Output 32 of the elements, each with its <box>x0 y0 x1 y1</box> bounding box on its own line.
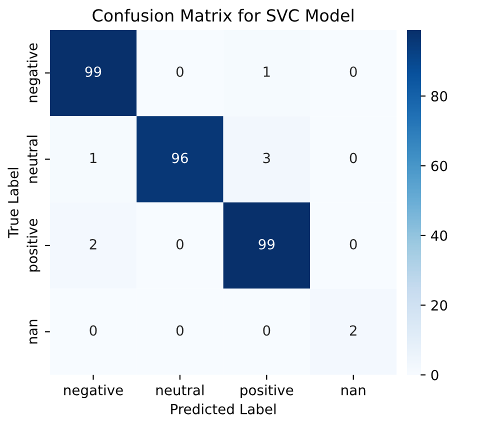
color-bar-label: 80 <box>431 91 448 102</box>
color-bar-label: 0 <box>431 370 438 380</box>
y-tick-label: negative <box>26 43 40 102</box>
color-bar-label: 20 <box>431 300 448 311</box>
x-tick-label: negative <box>64 384 123 398</box>
x-tick-label: positive <box>240 384 294 398</box>
x-tick-label: nan <box>342 387 366 396</box>
data-label: 2 <box>350 325 356 336</box>
y-tick-label: positive <box>26 218 40 272</box>
data-label: 0 <box>176 66 184 77</box>
data-label: 0 <box>350 66 357 77</box>
y-tick-label: nan <box>30 320 38 344</box>
y-tick-label: neutral <box>26 136 38 183</box>
y-axis-title: True Label <box>8 168 18 238</box>
color-bar-label: 60 <box>431 160 448 172</box>
x-tick-label: neutral <box>156 384 204 396</box>
data-label: 0 <box>350 239 357 250</box>
data-label: 2 <box>90 239 96 250</box>
data-label: 0 <box>90 325 97 336</box>
data-label: 99 <box>85 66 102 77</box>
data-label: 99 <box>258 239 275 250</box>
data-label: 0 <box>176 239 184 250</box>
chart-title: Confusion Matrix for SVC Model <box>92 8 354 22</box>
x-axis-title: Predicted Label <box>171 404 276 414</box>
data-label: 96 <box>172 152 188 164</box>
data-label: 0 <box>350 152 357 164</box>
data-label: 1 <box>264 66 270 77</box>
data-label: 1 <box>90 152 96 164</box>
data-label: 3 <box>263 152 270 164</box>
color-bar-label: 40 <box>431 230 448 241</box>
data-label: 0 <box>263 325 270 336</box>
data-label: 0 <box>176 325 184 336</box>
